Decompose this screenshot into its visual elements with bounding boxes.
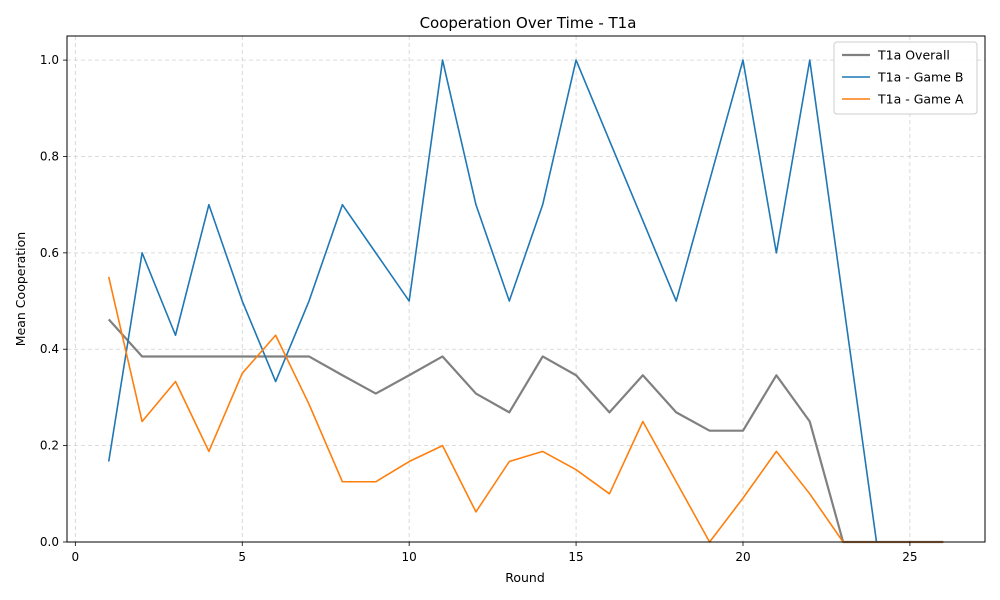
y-tick-label: 1.0 — [40, 53, 59, 67]
x-tick-label: 10 — [402, 550, 417, 564]
series-lines — [107, 59, 944, 544]
legend-label: T1a - Game B — [877, 70, 963, 85]
x-tick-label: 25 — [902, 550, 917, 564]
y-tick-label: 0.2 — [40, 439, 59, 453]
y-tick-label: 0.4 — [40, 342, 59, 356]
legend: T1a Overall T1a - Game B T1a - Game A — [833, 41, 978, 115]
plot-frame — [66, 35, 986, 543]
legend-label: T1a - Game A — [877, 92, 964, 107]
legend-box — [833, 41, 978, 115]
x-tick-label: 0 — [72, 550, 80, 564]
y-axis: 0.0 0.2 0.4 0.6 0.8 1.0 — [40, 53, 67, 549]
y-tick-label: 0.8 — [40, 149, 59, 163]
series-line-3 — [107, 276, 944, 543]
x-tick-label: 15 — [568, 550, 583, 564]
y-axis-label: Mean Cooperation — [13, 232, 28, 346]
x-axis-label: Round — [505, 570, 545, 585]
x-axis: 0 5 10 15 20 25 — [72, 542, 918, 564]
x-tick-label: 5 — [238, 550, 246, 564]
series-line-2 — [107, 59, 878, 543]
legend-label: T1a Overall — [877, 48, 950, 63]
y-tick-label: 0.0 — [40, 535, 59, 549]
chart-title: Cooperation Over Time - T1a — [420, 14, 637, 32]
y-tick-label: 0.6 — [40, 246, 59, 260]
series-line-1 — [107, 318, 944, 544]
x-tick-label: 20 — [735, 550, 750, 564]
